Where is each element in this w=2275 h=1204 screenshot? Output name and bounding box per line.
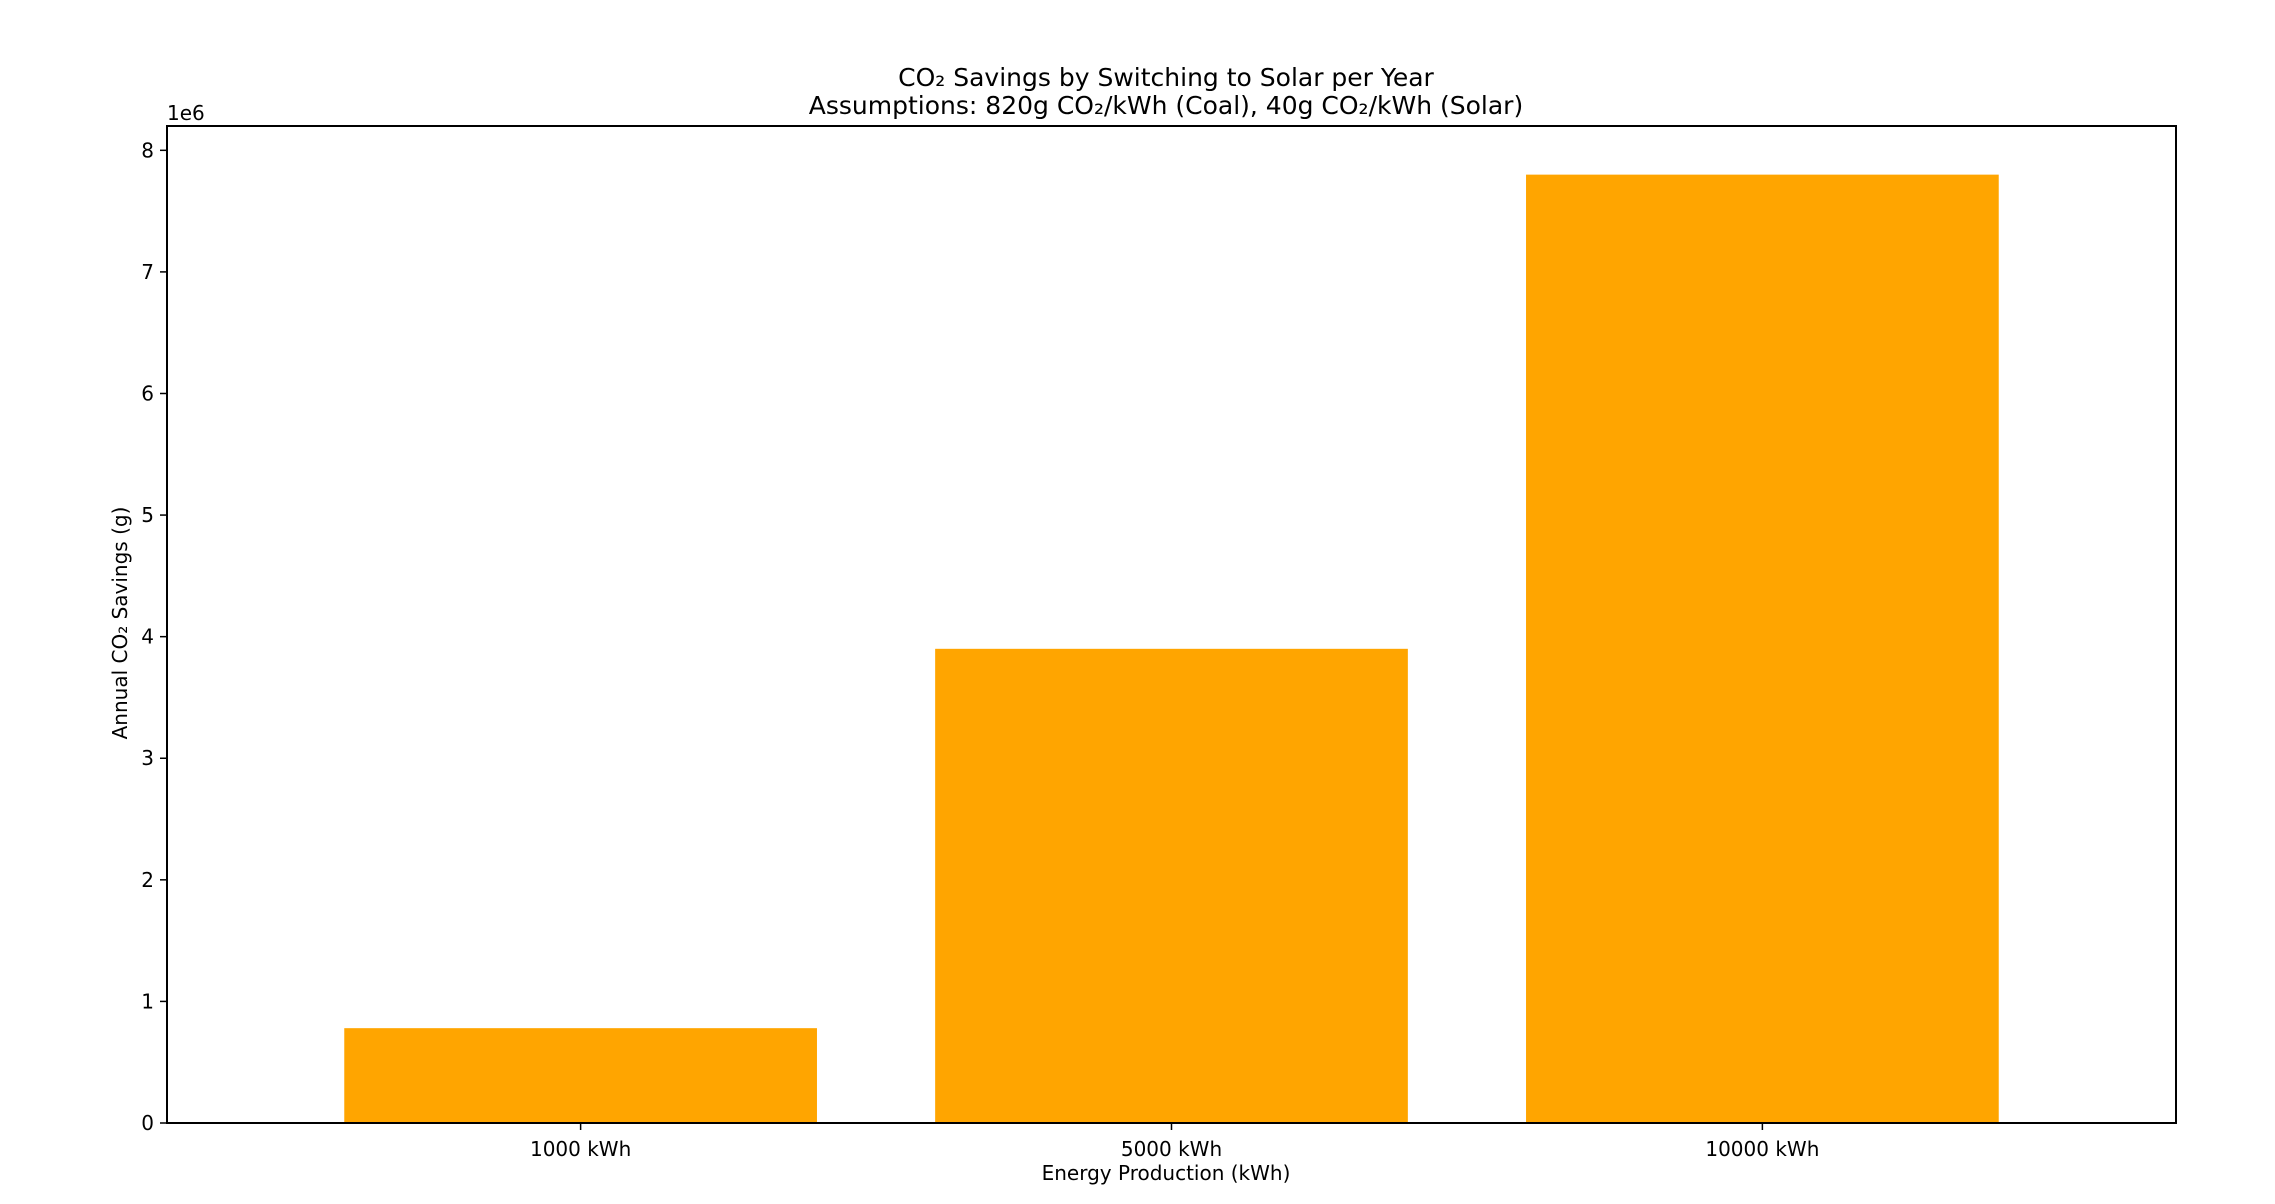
bar-10000-kwh [1526,174,1999,1123]
y-tick-label: 2 [141,868,154,892]
y-axis-label: Annual CO₂ Savings (g) [108,507,132,740]
x-axis: 1000 kWh 5000 kWh 10000 kWh [530,1123,1819,1161]
bar-5000-kwh [935,648,1408,1123]
y-tick-label: 3 [141,746,154,770]
chart-subtitle: Assumptions: 820g CO₂/kWh (Coal), 40g CO… [809,91,1523,120]
y-tick-label: 8 [141,138,154,162]
x-tick-label: 10000 kWh [1705,1137,1819,1161]
y-axis: 0 1 2 3 4 5 6 7 8 [141,138,167,1135]
chart-title: CO₂ Savings by Switching to Solar per Ye… [898,63,1434,92]
y-tick-label: 7 [141,260,154,284]
bar-1000-kwh [344,1028,817,1123]
bars-group [344,174,1999,1123]
y-tick-label: 1 [141,989,154,1013]
x-tick-label: 5000 kWh [1121,1137,1222,1161]
y-axis-scale-label: 1e6 [167,101,205,125]
y-tick-label: 6 [141,381,154,405]
y-tick-label: 4 [141,625,154,649]
x-tick-label: 1000 kWh [530,1137,631,1161]
y-tick-label: 5 [141,503,154,527]
x-axis-label: Energy Production (kWh) [1042,1161,1291,1185]
plot-area-frame [166,125,2177,1124]
y-tick-label: 0 [141,1111,154,1135]
